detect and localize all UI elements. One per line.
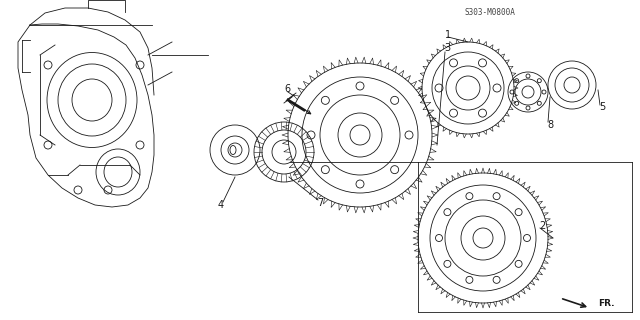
Text: 6: 6 <box>284 84 290 94</box>
Text: 7: 7 <box>317 198 323 208</box>
Text: 1: 1 <box>445 30 451 40</box>
Text: 2: 2 <box>539 221 545 231</box>
Text: 5: 5 <box>599 102 605 112</box>
Text: FR.: FR. <box>598 299 614 308</box>
Text: 4: 4 <box>218 200 224 210</box>
Text: S303-M0800A: S303-M0800A <box>465 7 515 17</box>
Text: 3: 3 <box>444 43 450 53</box>
Text: 8: 8 <box>547 120 553 130</box>
